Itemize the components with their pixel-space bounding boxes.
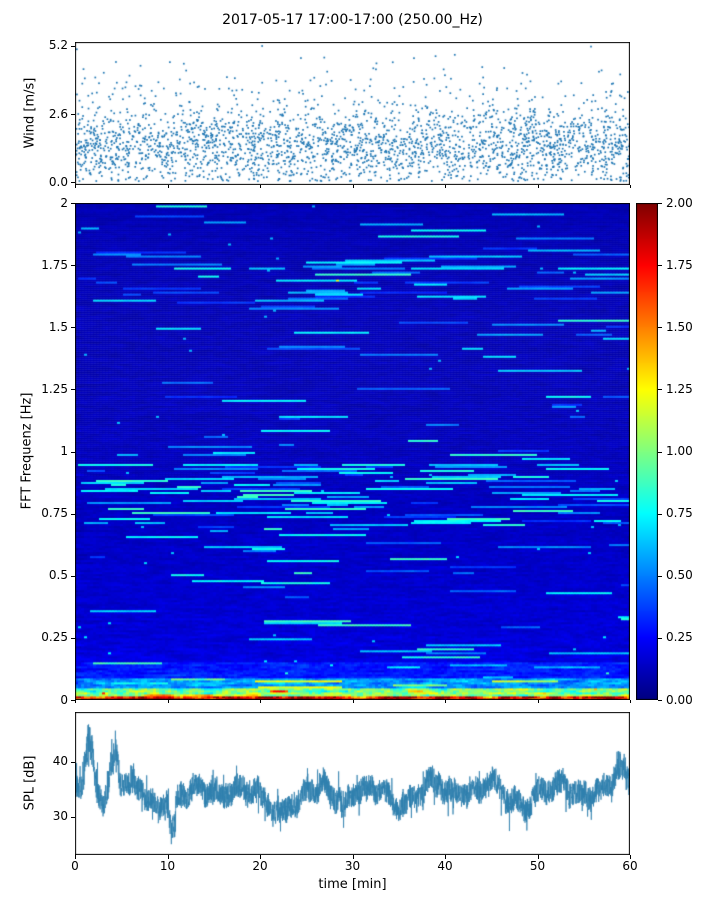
tick-mark [167, 185, 169, 188]
tick-mark [71, 451, 75, 453]
tick-mark [630, 855, 631, 859]
x-tick-label: 0 [71, 858, 79, 873]
tick-mark [167, 700, 169, 703]
tick-mark [71, 114, 75, 116]
colorbar [636, 203, 658, 700]
tick-mark [71, 265, 75, 267]
colorbar-tick-label: 0.75 [666, 506, 693, 521]
tick-mark [75, 855, 76, 859]
fft-ytick-label: 1 [60, 444, 68, 458]
x-tick-label: 10 [159, 858, 176, 873]
tick-mark [658, 327, 662, 329]
tick-mark [445, 185, 446, 188]
colorbar-tick-label: 1.25 [666, 381, 693, 396]
fft-ytick-label: 0.25 [41, 630, 68, 645]
tick-mark [167, 855, 169, 859]
tick-mark [71, 389, 75, 391]
tick-mark [260, 700, 261, 703]
tick-mark [260, 185, 261, 188]
colorbar-tick-label: 1.00 [666, 444, 693, 458]
tick-mark [352, 700, 354, 703]
fft-ytick-label: 0.75 [41, 506, 68, 521]
tick-mark [658, 203, 662, 204]
tick-mark [75, 185, 76, 188]
x-tick-label: 40 [437, 858, 453, 873]
tick-mark [445, 700, 446, 703]
colorbar-tick-label: 2.00 [666, 195, 693, 210]
fft-ytick-label: 0 [60, 692, 68, 707]
tick-mark [658, 389, 662, 391]
tick-mark [658, 451, 662, 453]
colorbar-tick-label: 0.00 [666, 692, 693, 707]
tick-mark [658, 513, 662, 515]
fft-ytick-label: 1.75 [41, 257, 68, 272]
spl-line-plot [75, 712, 630, 855]
tick-mark [630, 185, 631, 188]
wind-ytick-label: 5.2 [48, 38, 68, 53]
x-tick-label: 60 [622, 858, 638, 873]
colorbar-tick-label: 1.50 [666, 319, 693, 334]
fft-ytick-label: 2 [60, 195, 68, 210]
tick-mark [75, 700, 76, 703]
tick-mark [537, 700, 539, 703]
tick-mark [71, 327, 75, 329]
tick-mark [71, 45, 75, 47]
tick-mark [658, 575, 662, 577]
spl-ytick-label: 30 [52, 809, 68, 823]
x-axis-label: time [min] [318, 877, 387, 892]
colorbar-tick-label: 0.25 [666, 630, 693, 645]
tick-mark [658, 637, 662, 639]
wind-ytick-label: 0.0 [48, 174, 68, 189]
spectrogram-heatmap [75, 203, 630, 700]
tick-mark [71, 575, 75, 577]
tick-mark [537, 855, 539, 859]
tick-mark [71, 203, 75, 204]
tick-mark [630, 700, 631, 703]
tick-mark [71, 182, 75, 184]
spl-ytick-label: 40 [52, 754, 68, 768]
wind-scatter-plot [75, 42, 630, 185]
x-tick-label: 20 [252, 858, 268, 873]
tick-mark [71, 513, 75, 515]
tick-mark [537, 185, 539, 188]
fft-ytick-label: 1.25 [41, 381, 68, 396]
tick-mark [352, 855, 354, 859]
x-tick-label: 30 [344, 858, 361, 873]
chart-title: 2017-05-17 17:00-17:00 (250.00_Hz) [222, 12, 483, 28]
colorbar-tick-label: 0.50 [666, 568, 693, 583]
tick-mark [71, 761, 75, 763]
x-tick-label: 50 [529, 858, 546, 873]
fft-ytick-label: 1.5 [48, 319, 68, 334]
tick-mark [71, 700, 75, 701]
tick-mark [260, 855, 261, 859]
tick-mark [71, 637, 75, 639]
tick-mark [658, 700, 662, 701]
tick-mark [658, 265, 662, 267]
colorbar-tick-label: 1.75 [666, 257, 693, 272]
tick-mark [71, 816, 75, 818]
tick-mark [445, 855, 446, 859]
fft-ytick-label: 0.5 [48, 568, 68, 583]
tick-mark [352, 185, 354, 188]
wind-ytick-label: 2.6 [48, 106, 68, 121]
